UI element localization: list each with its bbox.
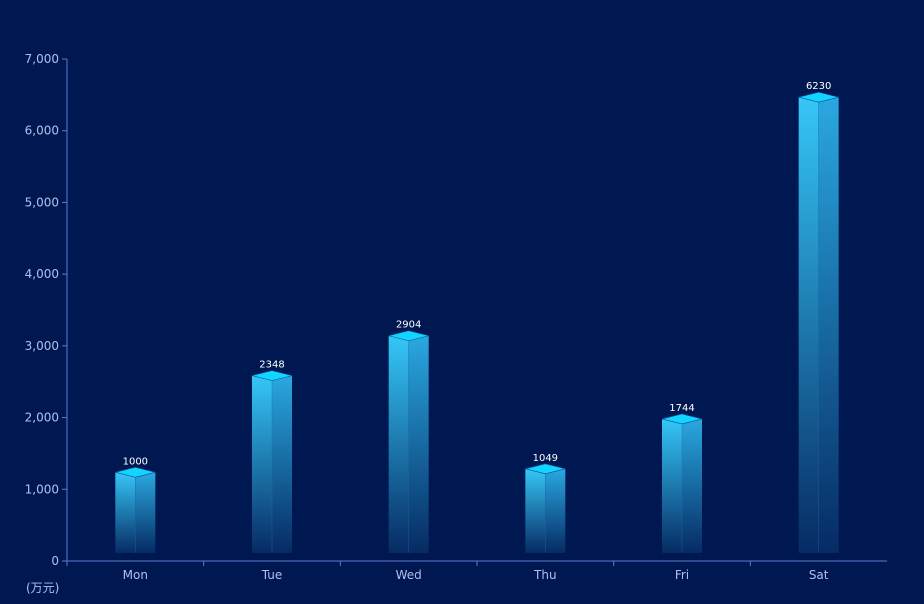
bar-top (115, 466, 156, 478)
x-tick-label: Mon (123, 568, 148, 582)
y-tick-label: 1,000 (25, 482, 59, 496)
x-axis: Mon Tue Wed Thu Fri Sat (66, 560, 887, 582)
bar-side (408, 335, 429, 553)
y-tick-label: 3,000 (25, 339, 59, 353)
y-tick-label: 2,000 (25, 411, 59, 425)
x-tick-label: Sat (809, 568, 829, 582)
x-tick-label: Wed (396, 568, 422, 582)
bar (662, 418, 682, 553)
bar-top (251, 370, 293, 381)
x-tick-label: Tue (261, 568, 283, 582)
bar-top (661, 413, 703, 425)
bar-side (545, 468, 566, 553)
y-axis: 0 1,000 2,000 3,000 4,000 5,000 6,000 7,000 (25, 52, 68, 568)
data-label: 1000 (123, 456, 148, 467)
data-label: 1049 (533, 453, 558, 464)
bar (525, 468, 546, 553)
y-tick-label: 5,000 (25, 195, 59, 209)
bar-top (798, 91, 839, 103)
y-tick-label: 0 (51, 554, 59, 568)
data-label: 6230 (806, 81, 831, 92)
y-tick-label: 7,000 (25, 52, 59, 66)
x-tick-label: Thu (533, 568, 557, 582)
unit-label: (万元) (26, 581, 59, 595)
bar-side (818, 97, 839, 553)
data-label: 1744 (669, 403, 694, 414)
bar-top (525, 463, 566, 475)
bar (388, 335, 409, 553)
bar (798, 97, 819, 553)
value-labels: 1000 2348 2904 1049 1744 6230 (123, 81, 832, 467)
x-tick-label: Fri (675, 568, 689, 582)
bars (115, 91, 839, 553)
bar (252, 375, 272, 553)
bar-top (388, 330, 429, 342)
bar-side (135, 472, 156, 553)
y-tick-label: 4,000 (25, 267, 59, 281)
bar (115, 472, 136, 553)
data-label: 2904 (396, 320, 421, 331)
data-label: 2348 (259, 360, 284, 371)
bar-side (272, 375, 292, 553)
y-tick-label: 6,000 (25, 124, 59, 138)
bar-side (682, 418, 702, 553)
